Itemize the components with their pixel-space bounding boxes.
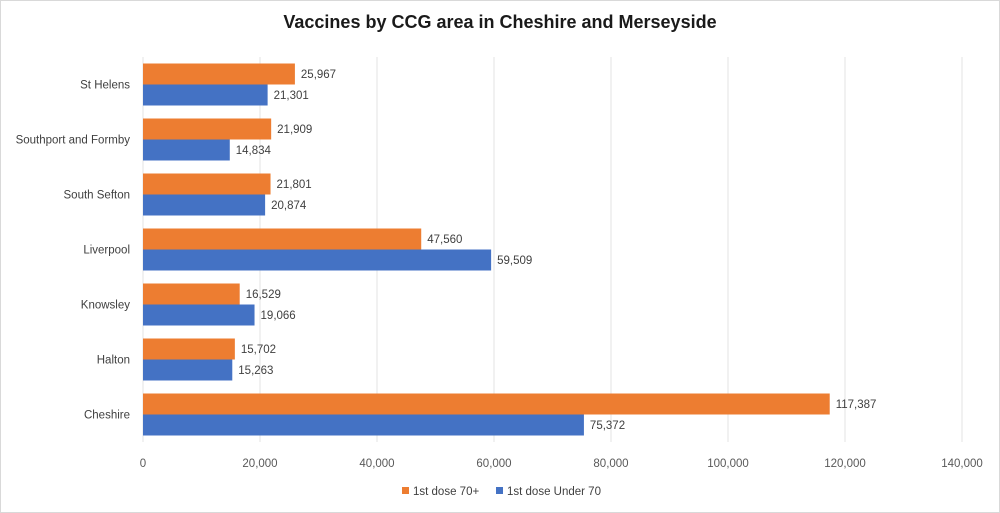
bar-dose-under-70 (143, 84, 268, 106)
bars (143, 63, 830, 436)
bar-dose-70-plus (143, 118, 272, 140)
data-label: 16,529 (246, 289, 281, 301)
bar-dose-under-70 (143, 139, 230, 161)
bar-dose-70-plus (143, 228, 422, 250)
data-label: 21,801 (277, 179, 312, 191)
bar-dose-under-70 (143, 359, 233, 381)
x-tick-label: 40,000 (359, 458, 394, 470)
bar-dose-under-70 (143, 304, 255, 326)
data-label: 15,263 (238, 365, 273, 377)
legend-label: 1st dose Under 70 (507, 486, 601, 498)
chart-title: Vaccines by CCG area in Cheshire and Mer… (283, 12, 717, 32)
data-label: 14,834 (236, 145, 272, 157)
bar-dose-under-70 (143, 414, 584, 436)
bar-dose-under-70 (143, 249, 492, 271)
bar-dose-70-plus (143, 173, 271, 195)
bar-dose-70-plus (143, 63, 295, 85)
data-label: 21,301 (274, 90, 309, 102)
legend-label: 1st dose 70+ (413, 486, 479, 498)
data-labels: 25,967 21,301 21,909 14,834 21,801 20,874 47,5… (236, 69, 877, 432)
data-label: 117,387 (836, 399, 877, 411)
bar-dose-under-70 (143, 194, 266, 216)
x-tick-label: 0 (140, 458, 146, 470)
category-label: South Sefton (64, 190, 131, 202)
legend-swatch (496, 487, 503, 494)
data-label: 47,560 (427, 234, 462, 246)
data-label: 75,372 (590, 420, 625, 432)
data-label: 19,066 (261, 310, 296, 322)
category-label: Knowsley (81, 300, 130, 312)
x-axis-ticks: 0 20,000 40,000 60,000 80,000 100,000 120,000 1… (140, 458, 983, 470)
category-label: Halton (97, 355, 130, 367)
category-label: Liverpool (83, 245, 130, 257)
x-tick-label: 120,000 (824, 458, 866, 470)
category-label: Southport and Formby (16, 135, 131, 147)
x-tick-label: 20,000 (242, 458, 277, 470)
bar-dose-70-plus (143, 283, 240, 305)
x-tick-label: 100,000 (707, 458, 749, 470)
category-labels: St Helens Southport and Formby South Sefto… (16, 80, 131, 422)
x-tick-label: 80,000 (593, 458, 628, 470)
x-tick-label: 60,000 (476, 458, 511, 470)
data-label: 59,509 (497, 255, 532, 267)
category-label: Cheshire (84, 410, 130, 422)
data-label: 15,702 (241, 344, 276, 356)
data-label: 21,909 (277, 124, 312, 136)
legend: 1st dose 70+ 1st dose Under 70 (402, 486, 601, 498)
bar-dose-70-plus (143, 338, 235, 360)
x-tick-label: 140,000 (941, 458, 983, 470)
bar-dose-70-plus (143, 393, 830, 415)
legend-swatch (402, 487, 409, 494)
data-label: 25,967 (301, 69, 336, 81)
category-label: St Helens (80, 80, 130, 92)
data-label: 20,874 (271, 200, 307, 212)
